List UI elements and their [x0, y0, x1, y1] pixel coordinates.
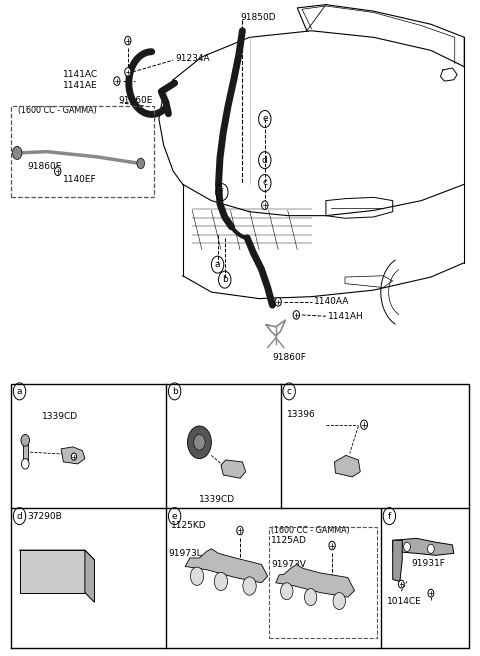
- Text: f: f: [220, 188, 224, 197]
- Text: (1600 CC - GAMMA): (1600 CC - GAMMA): [271, 526, 350, 535]
- Circle shape: [188, 426, 211, 459]
- Circle shape: [191, 567, 204, 585]
- Text: 1339CD: 1339CD: [199, 495, 236, 504]
- Circle shape: [243, 577, 256, 595]
- Text: 1141AC: 1141AC: [63, 70, 98, 79]
- Text: 91234A: 91234A: [176, 54, 210, 64]
- Text: (1600 CC - GAMMA): (1600 CC - GAMMA): [18, 106, 97, 115]
- Circle shape: [293, 311, 300, 319]
- Circle shape: [428, 589, 434, 597]
- Circle shape: [21, 434, 30, 446]
- Circle shape: [428, 544, 434, 554]
- Text: a: a: [215, 260, 220, 269]
- Text: 91931F: 91931F: [412, 559, 445, 567]
- Text: 1125KD: 1125KD: [171, 521, 206, 530]
- Polygon shape: [85, 550, 95, 602]
- Circle shape: [12, 146, 22, 159]
- Text: 37290B: 37290B: [28, 512, 62, 521]
- Text: f: f: [388, 512, 391, 521]
- Circle shape: [275, 298, 281, 306]
- Text: 91850D: 91850D: [240, 13, 276, 22]
- Text: 1140EF: 1140EF: [63, 174, 97, 184]
- Circle shape: [398, 580, 404, 588]
- Circle shape: [329, 541, 335, 550]
- Polygon shape: [335, 455, 360, 477]
- Circle shape: [262, 201, 268, 209]
- Polygon shape: [393, 539, 454, 556]
- Text: 91860E: 91860E: [118, 96, 153, 105]
- Text: c: c: [287, 387, 292, 396]
- Text: a: a: [17, 387, 22, 396]
- Text: 91973L: 91973L: [168, 549, 202, 558]
- Text: 13396: 13396: [287, 410, 315, 419]
- Text: 91973V: 91973V: [271, 560, 306, 569]
- Circle shape: [214, 572, 228, 590]
- Circle shape: [22, 459, 29, 469]
- Text: e: e: [172, 512, 178, 521]
- Circle shape: [137, 158, 144, 169]
- Polygon shape: [20, 550, 95, 560]
- Polygon shape: [221, 460, 246, 478]
- Circle shape: [333, 592, 346, 609]
- Text: b: b: [222, 275, 228, 284]
- Text: b: b: [172, 387, 178, 396]
- Text: d: d: [262, 155, 268, 165]
- Circle shape: [360, 420, 368, 429]
- Text: 1140AA: 1140AA: [314, 297, 349, 306]
- Polygon shape: [276, 564, 355, 597]
- Text: c: c: [262, 178, 267, 188]
- Circle shape: [194, 434, 205, 450]
- Polygon shape: [61, 447, 85, 464]
- Text: 91860F: 91860F: [273, 353, 306, 362]
- Polygon shape: [20, 550, 85, 592]
- Text: 1125AD: 1125AD: [271, 536, 307, 544]
- Polygon shape: [23, 439, 28, 465]
- Circle shape: [237, 526, 243, 535]
- Text: 1014CE: 1014CE: [387, 596, 422, 605]
- Text: 1141AE: 1141AE: [63, 81, 98, 89]
- Circle shape: [281, 583, 293, 600]
- Text: d: d: [17, 512, 23, 521]
- Text: 1141AH: 1141AH: [328, 312, 364, 321]
- Circle shape: [72, 453, 76, 461]
- Circle shape: [125, 36, 131, 45]
- Circle shape: [125, 68, 131, 76]
- Circle shape: [404, 543, 410, 552]
- Text: 91860E: 91860E: [28, 161, 62, 171]
- Text: 1339CD: 1339CD: [42, 412, 78, 420]
- Circle shape: [114, 77, 120, 85]
- Circle shape: [55, 167, 61, 176]
- Text: e: e: [262, 114, 268, 123]
- Circle shape: [304, 588, 317, 605]
- Polygon shape: [185, 549, 268, 583]
- Polygon shape: [393, 541, 402, 581]
